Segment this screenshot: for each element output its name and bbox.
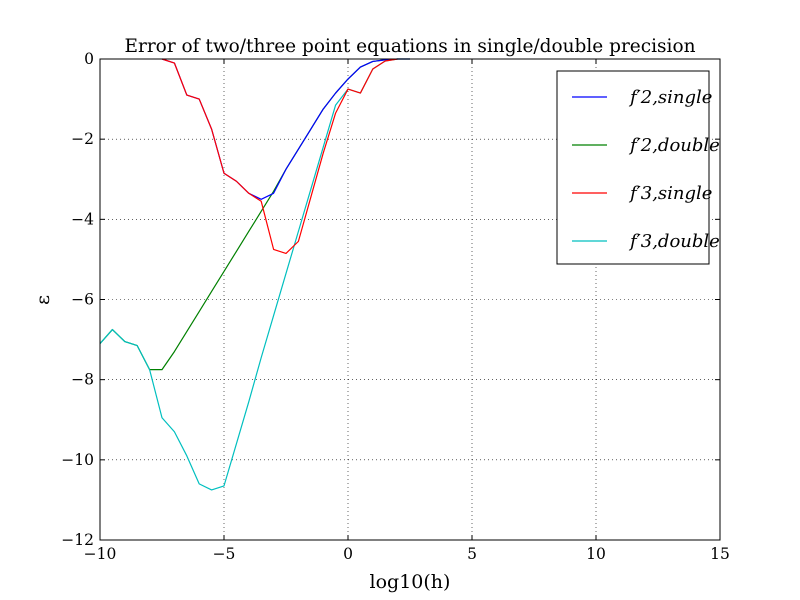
legend-label-0: f′2,single <box>628 87 712 108</box>
y-tick-label: −6 <box>71 291 94 309</box>
legend-label-3: f′3,double <box>628 231 720 252</box>
y-tick-label: −2 <box>71 130 94 148</box>
x-tick-label: 5 <box>467 545 477 563</box>
x-tick-label: 15 <box>710 545 730 563</box>
y-axis-label: ε <box>32 295 54 305</box>
series-line-3 <box>99 58 398 491</box>
legend-label-2: f′3,single <box>628 183 712 204</box>
legend-box <box>556 70 710 265</box>
x-axis-label: log10(h) <box>370 571 451 593</box>
y-tick-label: 0 <box>84 50 94 68</box>
series-line-0 <box>161 58 410 200</box>
axis-ticks: −10 −5 0 5 10 15−12−10−8−6−4−20 <box>61 50 730 563</box>
chart-legend: f′2,single f′2,double f′3,single f′3,double <box>556 70 720 265</box>
x-tick-label: 10 <box>586 545 606 563</box>
x-tick-label: −10 <box>84 545 117 563</box>
data-series <box>99 58 410 491</box>
y-tick-label: −8 <box>71 371 94 389</box>
series-line-2 <box>161 58 398 254</box>
y-tick-label: −12 <box>61 531 94 549</box>
y-tick-label: −10 <box>61 451 94 469</box>
y-tick-label: −4 <box>71 210 94 228</box>
x-tick-label: 0 <box>343 545 353 563</box>
chart-title: Error of two/three point equations in si… <box>124 36 695 57</box>
legend-label-1: f′2,double <box>628 135 720 156</box>
series-line-1 <box>99 58 410 371</box>
x-tick-label: −5 <box>213 545 236 563</box>
